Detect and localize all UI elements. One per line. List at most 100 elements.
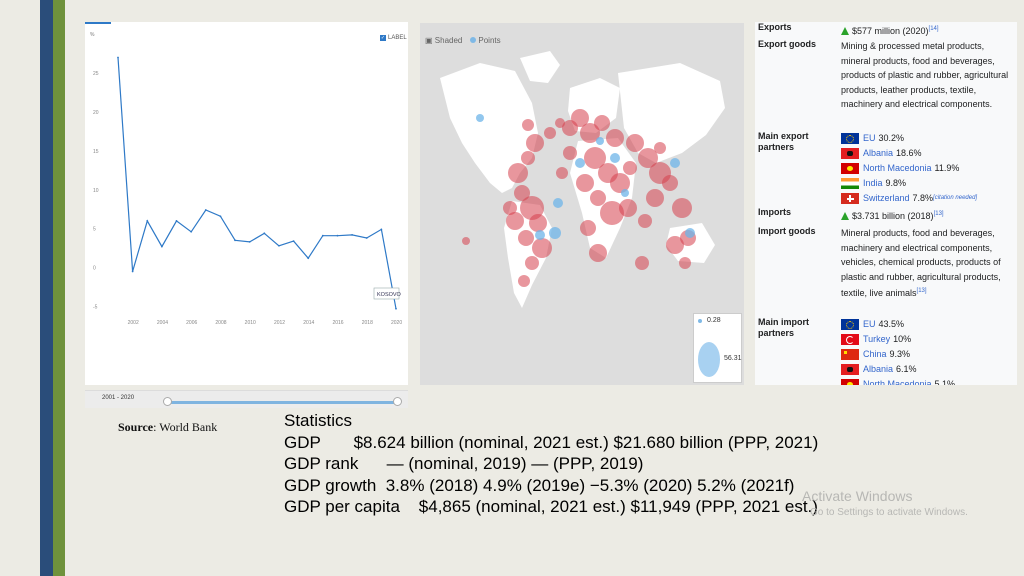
data-point [336,234,339,237]
partner-share: 11.9% [934,163,960,174]
statistics-block: Statistics GDP $8.624 billion (nominal, … [284,410,818,518]
map-bubble [476,114,484,122]
map-bubble [679,257,691,269]
map-bubble [553,198,563,208]
checkbox-icon[interactable]: ✓ [380,35,386,41]
map-bubble [654,142,666,154]
map-bubble [544,127,556,139]
y-tick-label: 0 [93,266,96,272]
map-bubble [556,167,568,179]
map-bubble [580,220,596,236]
partner-name-link[interactable]: North Macedonia [863,163,932,174]
main-export-partners-label: Main export partners [758,131,809,152]
flag-al-icon [841,364,859,375]
partner-name-link[interactable]: Albania [863,364,894,375]
flag-cn-icon [841,349,859,360]
x-axis-ticks: 2002 2004 2006 2008 2010 2012 2014 2016 2018 2020 [128,320,403,326]
export-partners-list: EU 30.2% Albania 18.6% North Macedonia 11.9% I… [841,131,1013,206]
time-range-slider-track[interactable] [167,401,397,404]
time-range-label: 2001 - 2020 [102,395,135,401]
partner-name-link[interactable]: Switzerland [863,193,910,204]
y-axis-ticks: 25 20 15 10 5 0 -5 [93,71,99,310]
slide-accent-band-blue [40,0,53,576]
data-point [190,230,193,233]
source-label: Source [118,420,154,434]
increase-arrow-icon [841,212,849,220]
imports-value: $3.731 billion (2018) [852,211,934,221]
partner-item: EU 30.2% [841,131,1013,146]
map-bubble [670,158,680,168]
map-mode-toggle: ▣ Shaded Points [425,36,501,45]
time-range-end-handle[interactable] [393,397,402,406]
partner-name-link[interactable]: EU [863,133,876,144]
shaded-mode-icon: ▣ [425,36,433,45]
data-point [263,232,266,235]
partner-name-link[interactable]: Albania [863,148,894,159]
exports-value-cell: $577 million (2020)[14] [841,22,1013,39]
flag-al-icon [841,148,859,159]
x-tick-label: 2012 [274,320,285,326]
partner-share: 9.3% [889,349,911,360]
y-tick-label: 5 [93,227,96,233]
legend-large-bubble [698,342,720,377]
label-toggle[interactable]: ✓ LABEL [380,35,407,41]
partner-name-link[interactable]: EU [863,319,876,330]
partner-share: 5.1% [934,379,956,385]
x-tick-label: 2020 [391,320,402,326]
partner-share: 43.5% [878,319,905,330]
flag-eu-icon [841,319,859,330]
citation-needed-note[interactable]: [citation needed] [933,195,978,202]
y-tick-label: 15 [93,149,99,155]
map-bubble [535,230,545,240]
map-bubble [508,163,528,183]
data-point [351,233,354,236]
partner-item: Turkey 10% [841,332,1013,347]
series-line-kosovo [117,57,397,309]
time-range-start-handle[interactable] [163,397,172,406]
partner-name-link[interactable]: China [863,349,887,360]
slide-accent-band-green [53,0,65,576]
statistics-gdp-growth-line: GDP growth 3.8% (2018) 4.9% (2019e) −5.3… [284,475,795,495]
shaded-mode-option[interactable]: ▣ Shaded [425,36,462,45]
map-bubble [610,173,630,193]
asia-shape [618,63,725,163]
map-bubble [518,230,534,246]
exports-ref[interactable]: [14] [928,26,939,32]
points-mode-option[interactable]: Points [470,36,501,45]
partner-item: China 9.3% [841,347,1013,362]
map-bubble [580,123,600,143]
map-bubble [596,137,604,145]
main-import-partners-row: Main import partners EU 43.5% Turkey 10% Chi… [758,317,1013,385]
map-bubble [503,201,517,215]
partner-name-link[interactable]: India [863,178,883,189]
map-bubble [529,214,547,232]
map-bubble [590,190,606,206]
chart-tab-indicator [85,22,111,24]
x-tick-label: 2014 [303,320,314,326]
data-point [117,56,119,59]
map-bubble [525,256,539,270]
x-tick-label: 2010 [245,320,256,326]
x-tick-label: 2006 [186,320,197,326]
map-bubble [662,175,678,191]
map-bubble [623,161,637,175]
partner-name-link[interactable]: Turkey [863,334,891,345]
y-tick-label: -5 [93,304,98,310]
imports-row: Imports $3.731 billion (2018)[13] [758,207,1013,224]
activate-windows-subtitle: Go to Settings to activate Windows. [810,507,968,518]
import-goods-value: Mineral products, food and beverages, ma… [841,228,1001,298]
partner-item: North Macedonia 11.9% [841,161,1013,176]
imports-ref[interactable]: [13] [933,211,944,217]
import-goods-ref[interactable]: [13] [916,288,927,294]
partner-share: 9.8% [885,178,907,189]
x-tick-label: 2018 [362,320,373,326]
map-bubble [646,189,664,207]
map-bubble [666,236,684,254]
activate-windows-title: Activate Windows [802,488,913,504]
map-bubble [584,147,606,169]
x-tick-label: 2016 [332,320,343,326]
partner-name-link[interactable]: North Macedonia [863,379,932,385]
x-tick-label: 2004 [157,320,168,326]
map-bubble [619,199,637,217]
data-point [278,244,280,247]
